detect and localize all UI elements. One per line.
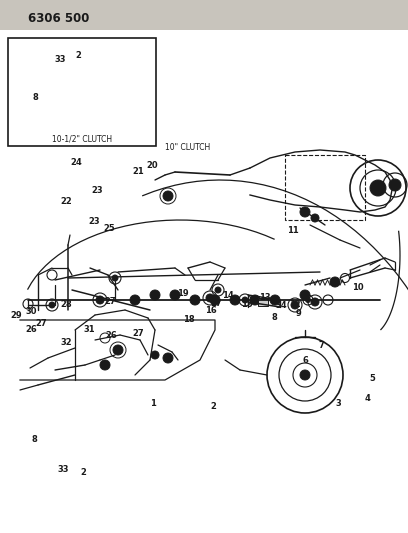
Circle shape — [389, 179, 401, 191]
Text: 11: 11 — [287, 226, 299, 235]
Circle shape — [151, 351, 159, 359]
Text: 29: 29 — [11, 311, 22, 320]
Circle shape — [210, 295, 220, 305]
Text: 34: 34 — [276, 302, 287, 310]
Circle shape — [311, 214, 319, 222]
Text: 22: 22 — [60, 197, 72, 206]
Text: 8: 8 — [32, 93, 38, 102]
Circle shape — [215, 287, 221, 293]
Text: 10-1/2" CLUTCH: 10-1/2" CLUTCH — [52, 134, 112, 143]
Text: 4: 4 — [364, 394, 370, 403]
Circle shape — [130, 295, 140, 305]
Bar — [285, 155, 365, 220]
Text: 2: 2 — [210, 402, 216, 410]
Text: 33: 33 — [54, 55, 66, 64]
Text: 28: 28 — [60, 301, 72, 309]
Circle shape — [306, 297, 310, 303]
Text: 27: 27 — [35, 319, 47, 328]
Circle shape — [150, 290, 160, 300]
Text: 12: 12 — [290, 301, 301, 309]
Text: 9: 9 — [296, 309, 302, 318]
Circle shape — [170, 290, 180, 300]
Text: 32: 32 — [60, 338, 72, 346]
Circle shape — [163, 191, 173, 201]
Text: 13: 13 — [259, 293, 271, 302]
Text: 33: 33 — [58, 465, 69, 473]
Text: 3: 3 — [336, 399, 341, 408]
Circle shape — [250, 295, 260, 305]
Circle shape — [113, 345, 123, 355]
Circle shape — [163, 353, 173, 363]
Bar — [258, 298, 268, 306]
Text: 24: 24 — [70, 158, 82, 167]
Text: 5: 5 — [369, 374, 375, 383]
Text: 2: 2 — [81, 469, 86, 477]
Circle shape — [300, 370, 310, 380]
Circle shape — [206, 294, 214, 302]
Circle shape — [370, 180, 386, 196]
Circle shape — [242, 297, 248, 303]
Text: 10" CLUTCH: 10" CLUTCH — [165, 143, 210, 152]
Text: 27: 27 — [104, 297, 116, 306]
Text: 7: 7 — [319, 341, 324, 350]
Text: 26: 26 — [25, 325, 37, 334]
Circle shape — [291, 301, 299, 309]
Circle shape — [330, 277, 340, 287]
Text: 23: 23 — [89, 217, 100, 225]
Text: 19: 19 — [177, 289, 188, 297]
Text: 8: 8 — [32, 435, 38, 444]
Circle shape — [300, 207, 310, 217]
Text: 16: 16 — [206, 306, 217, 314]
Text: 15: 15 — [241, 301, 252, 309]
Text: 26: 26 — [105, 332, 117, 340]
Circle shape — [230, 295, 240, 305]
Text: 21: 21 — [133, 167, 144, 176]
Text: 8: 8 — [271, 313, 277, 322]
Circle shape — [270, 295, 280, 305]
Text: 23: 23 — [91, 187, 103, 195]
Text: 6306 500: 6306 500 — [28, 12, 89, 25]
Text: 10: 10 — [353, 284, 364, 292]
Circle shape — [311, 298, 319, 306]
Text: 20: 20 — [146, 161, 157, 169]
Text: 18: 18 — [183, 316, 194, 324]
Circle shape — [49, 302, 55, 308]
Text: 2: 2 — [75, 51, 81, 60]
Text: 1: 1 — [150, 399, 156, 408]
Text: 27: 27 — [132, 329, 144, 338]
Circle shape — [100, 360, 110, 370]
Circle shape — [300, 290, 310, 300]
Text: 17: 17 — [210, 300, 221, 308]
Circle shape — [190, 295, 200, 305]
Text: 6: 6 — [302, 356, 308, 365]
Circle shape — [112, 275, 118, 281]
Text: 30: 30 — [25, 308, 37, 316]
Text: 25: 25 — [104, 224, 115, 232]
Text: 31: 31 — [83, 325, 95, 334]
Circle shape — [96, 296, 104, 304]
Text: 14: 14 — [222, 292, 233, 300]
Bar — [8, 38, 156, 146]
